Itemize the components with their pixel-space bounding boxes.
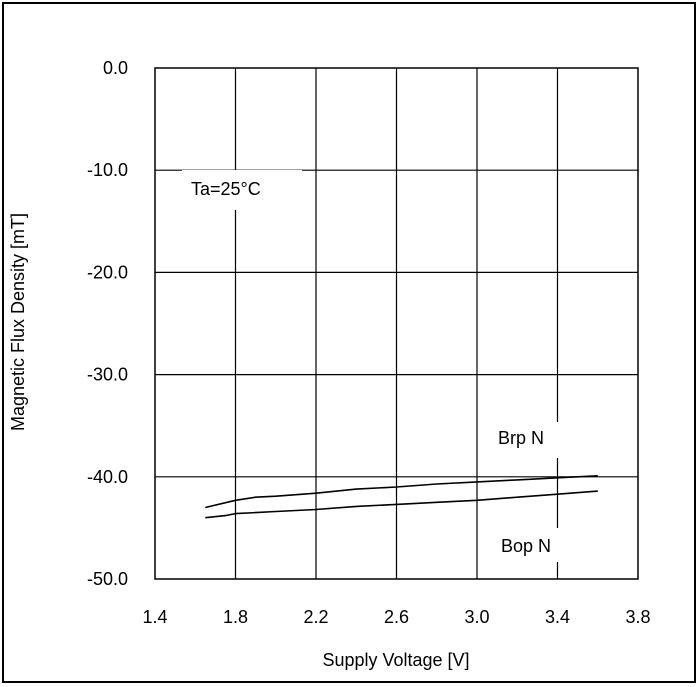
brp-n-series-line: [205, 475, 598, 509]
x-tick-label: 3.8: [625, 607, 650, 627]
bop-curve-label: Bop N: [501, 536, 551, 556]
condition-annotation: Ta=25°C: [191, 179, 261, 199]
x-tick-label: 3.4: [545, 607, 570, 627]
brp-label-background: [492, 422, 580, 458]
y-axis-title: Magnetic Flux Density [mT]: [8, 213, 28, 431]
bop-label-background: [494, 528, 582, 562]
y-tick-label: 0.0: [103, 58, 128, 78]
x-tick-label: 3.0: [464, 607, 489, 627]
series-lines: [205, 475, 598, 519]
plot-border: [154, 67, 639, 580]
y-tick-label: -10.0: [87, 160, 128, 180]
y-tick-label: -20.0: [87, 262, 128, 282]
y-tick-label: -50.0: [87, 569, 128, 589]
bop-n-series-line: [205, 490, 598, 519]
brp-curve-label: Brp N: [498, 428, 544, 448]
y-tick-labels: 0.0 -10.0 -20.0 -30.0 -40.0 -50.0: [87, 58, 128, 589]
x-tick-label: 1.4: [142, 607, 167, 627]
annotation-background: [182, 170, 302, 210]
x-tick-label: 1.8: [223, 607, 248, 627]
y-tick-label: -40.0: [87, 467, 128, 487]
y-tick-label: -30.0: [87, 365, 128, 385]
x-tick-labels: 1.4 1.8 2.2 2.6 3.0 3.4 3.8: [142, 607, 650, 627]
x-tick-label: 2.2: [303, 607, 328, 627]
x-axis-title: Supply Voltage [V]: [322, 650, 469, 670]
x-tick-label: 2.6: [384, 607, 409, 627]
